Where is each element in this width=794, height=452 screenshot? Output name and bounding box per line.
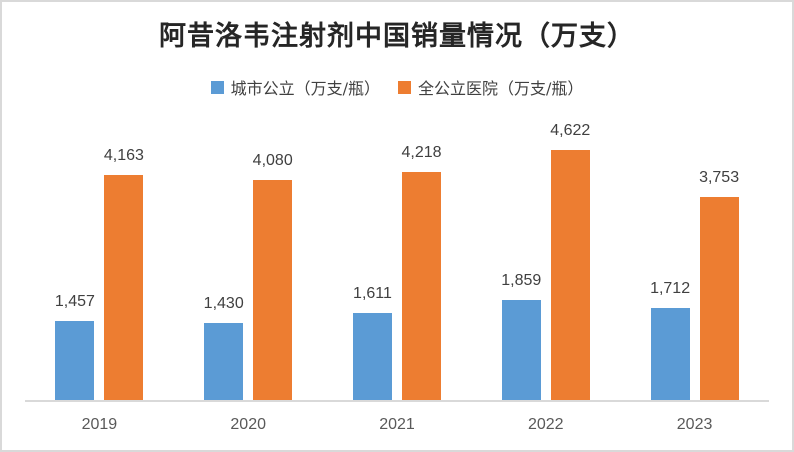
bar-city-public-2020 xyxy=(204,322,244,400)
bar-city-public-2019 xyxy=(55,321,95,400)
data-label-all-public-hospitals-2021: 4,218 xyxy=(401,144,442,162)
legend-label-city-public: 城市公立（万支/瓶） xyxy=(230,79,380,98)
data-label-city-public-2019: 1,457 xyxy=(54,293,95,311)
legend-swatch-all-public-hospitals xyxy=(398,80,411,94)
data-label-all-public-hospitals-2022: 4,622 xyxy=(550,122,591,140)
bar-group-2023: 1,712 3,753 xyxy=(620,106,769,400)
bar-city-public-2022 xyxy=(501,299,541,400)
bar-city-public-2023 xyxy=(650,307,690,400)
x-axis-label-2023: 2023 xyxy=(676,416,713,433)
data-label-city-public-2022: 1,859 xyxy=(501,271,542,289)
x-axis-label-2020: 2020 xyxy=(230,416,266,433)
barcol-city-public-2022: 1,859 xyxy=(501,271,542,400)
data-label-all-public-hospitals-2019: 4,163 xyxy=(103,147,144,165)
bar-group-2022: 1,859 4,622 xyxy=(471,106,620,400)
data-label-city-public-2020: 1,430 xyxy=(203,294,244,312)
barcol-all-public-hospitals-2020: 4,080 xyxy=(252,151,293,400)
chart-title: 阿昔洛韦注射剂中国销量情况（万支） xyxy=(159,21,635,52)
barcol-city-public-2021: 1,611 xyxy=(352,285,392,400)
plot-area: 1,457 4,163 1,430 4,080 1,611 4,218 1,859 4,622… xyxy=(25,106,769,400)
barcol-city-public-2023: 1,712 xyxy=(650,279,691,400)
legend-swatch-city-public xyxy=(210,80,224,94)
barcol-all-public-hospitals-2019: 4,163 xyxy=(103,147,144,400)
data-label-all-public-hospitals-2023: 3,753 xyxy=(699,169,740,187)
legend-item-city-public: 城市公立（万支/瓶） xyxy=(210,75,380,99)
barcol-all-public-hospitals-2022: 4,622 xyxy=(550,122,591,400)
x-axis-label-2019: 2019 xyxy=(81,416,118,433)
bar-group-2021: 1,611 4,218 xyxy=(323,106,472,400)
bar-group-2020: 1,430 4,080 xyxy=(174,106,323,400)
x-axis-line xyxy=(25,400,769,402)
data-label-all-public-hospitals-2020: 4,080 xyxy=(252,151,293,169)
barcol-city-public-2019: 1,457 xyxy=(54,293,95,400)
legend-item-all-public-hospitals: 全公立医院（万支/瓶） xyxy=(398,75,583,99)
data-label-city-public-2023: 1,712 xyxy=(650,279,691,297)
barcol-city-public-2020: 1,430 xyxy=(203,294,244,400)
bar-group-2019: 1,457 4,163 xyxy=(25,106,174,400)
bar-all-public-hospitals-2019 xyxy=(104,175,144,400)
bar-all-public-hospitals-2021 xyxy=(401,172,441,400)
x-axis-labels: 2019 2020 2021 2022 2023 xyxy=(25,416,769,434)
bar-all-public-hospitals-2023 xyxy=(699,197,739,400)
legend: 城市公立（万支/瓶） 全公立医院（万支/瓶） xyxy=(2,75,792,99)
bar-all-public-hospitals-2020 xyxy=(253,179,293,400)
x-axis-label-2021: 2021 xyxy=(379,416,415,433)
data-label-city-public-2021: 1,611 xyxy=(353,285,392,302)
bar-city-public-2021 xyxy=(352,313,392,400)
x-axis-label-2022: 2022 xyxy=(527,416,564,433)
legend-label-all-public-hospitals: 全公立医院（万支/瓶） xyxy=(418,79,584,98)
barcol-all-public-hospitals-2021: 4,218 xyxy=(401,144,442,400)
barcol-all-public-hospitals-2023: 3,753 xyxy=(699,169,740,400)
bar-all-public-hospitals-2022 xyxy=(550,150,590,400)
